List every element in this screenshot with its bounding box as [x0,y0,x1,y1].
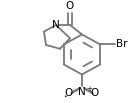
Text: O: O [91,88,99,98]
Text: Br: Br [116,39,128,49]
Text: O: O [66,1,74,11]
Text: +: + [86,86,93,92]
Text: •: • [63,94,67,99]
Text: N: N [78,87,86,97]
Text: O: O [65,88,73,98]
Text: N: N [52,20,60,30]
